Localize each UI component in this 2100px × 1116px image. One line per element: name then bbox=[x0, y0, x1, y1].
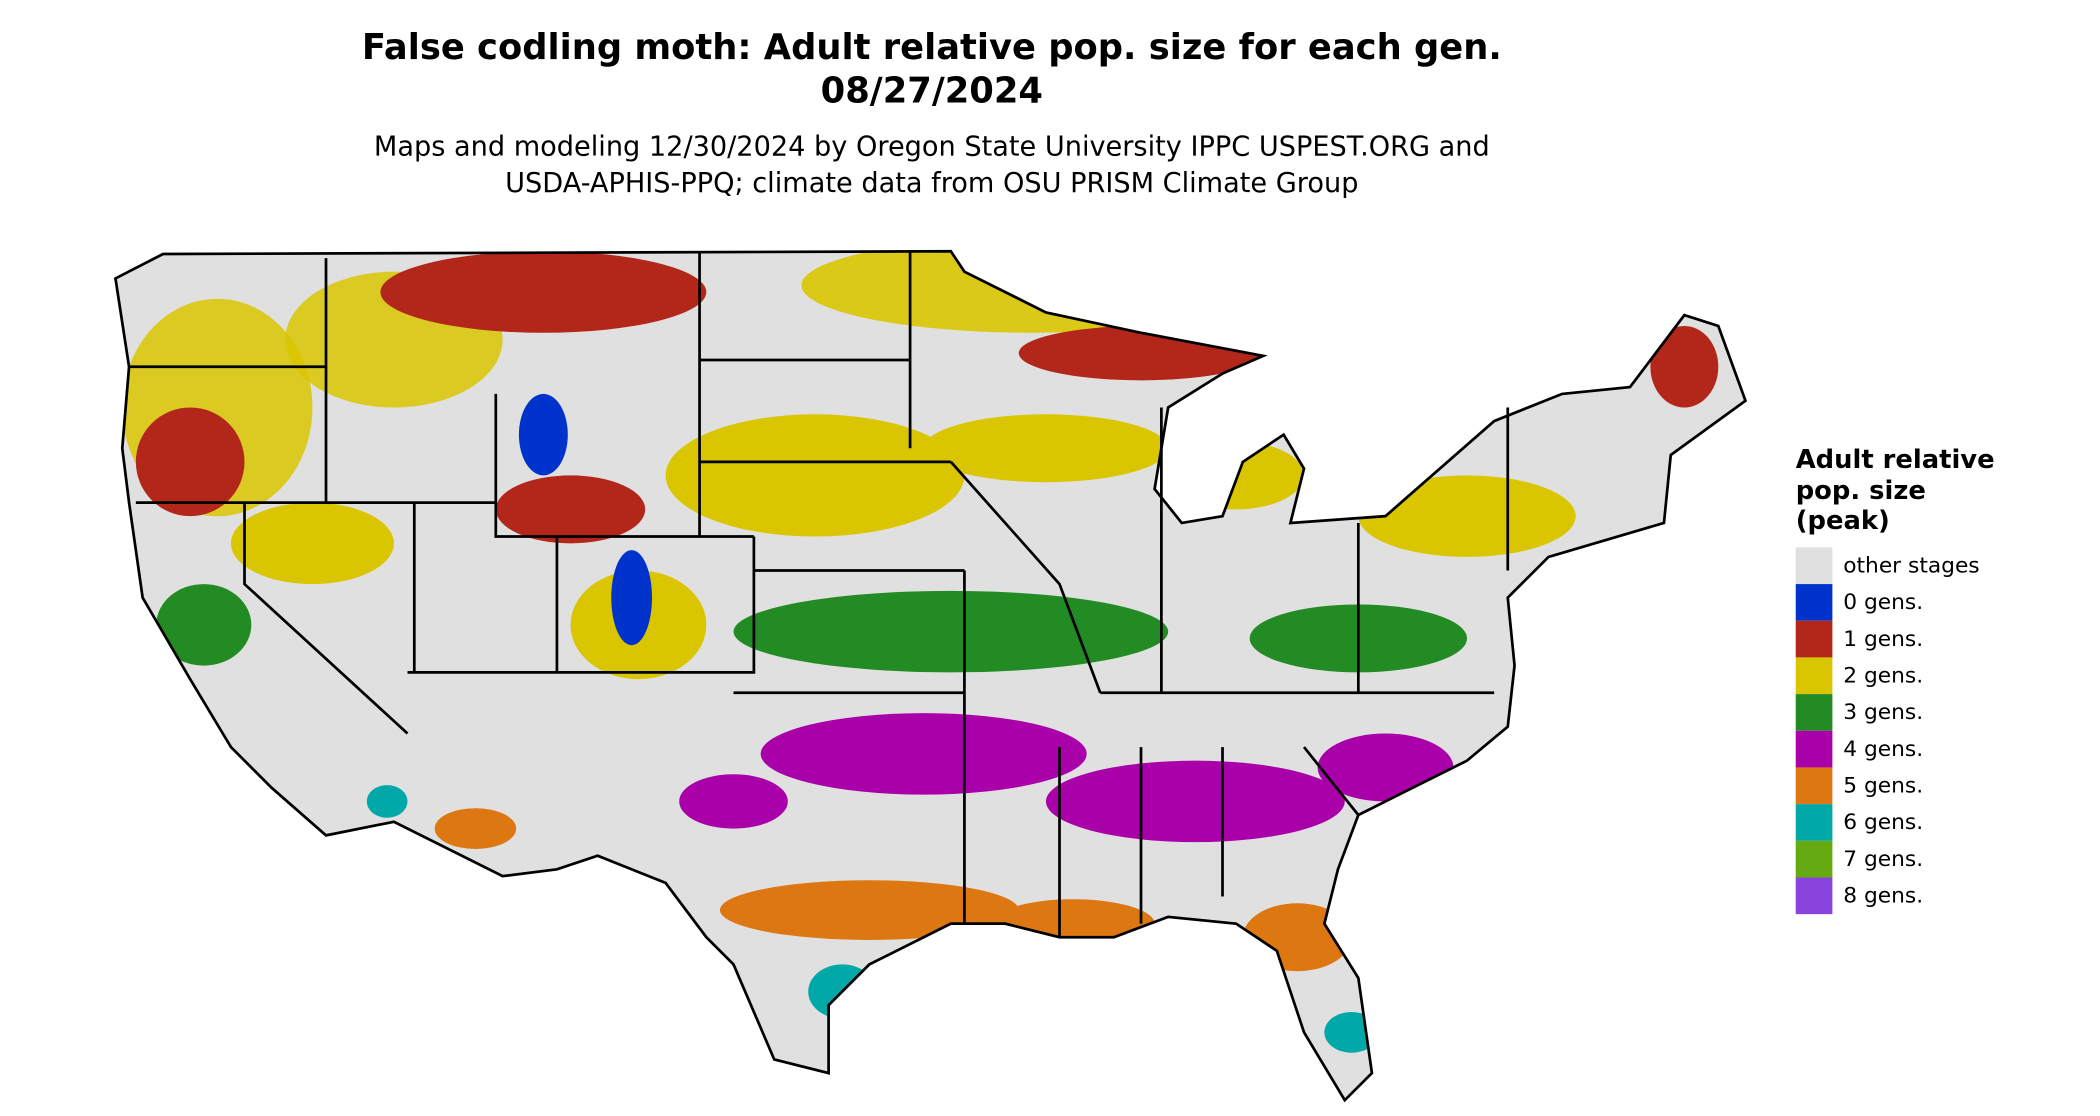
legend-label: 3 gens. bbox=[1843, 700, 1923, 725]
legend-title: pop. size bbox=[1796, 476, 1926, 506]
legend-swatch bbox=[1795, 620, 1833, 658]
subtitle: Maps and modeling 12/30/2024 by Oregon S… bbox=[374, 132, 1490, 163]
zone bbox=[1650, 325, 1719, 408]
zones bbox=[122, 251, 1719, 1053]
legend-swatch bbox=[1795, 694, 1833, 731]
zone bbox=[733, 590, 1169, 673]
legend-label: 7 gens. bbox=[1843, 847, 1923, 872]
legend-title: Adult relative bbox=[1796, 445, 1995, 475]
legend-swatch bbox=[1795, 804, 1833, 841]
legend-label: 5 gens. bbox=[1843, 773, 1923, 798]
legend-swatch bbox=[1795, 730, 1833, 768]
legend-swatch bbox=[1795, 584, 1833, 621]
zone bbox=[380, 251, 707, 333]
zone bbox=[1242, 903, 1352, 972]
legend-label: 8 gens. bbox=[1843, 883, 1923, 908]
zone bbox=[923, 414, 1169, 483]
zone bbox=[719, 880, 1019, 940]
legend-swatch bbox=[1795, 767, 1833, 805]
legend-label: other stages bbox=[1843, 553, 1979, 578]
land bbox=[115, 251, 1746, 1101]
zone bbox=[495, 475, 646, 544]
zone bbox=[991, 899, 1155, 949]
subtitle: USDA-APHIS-PPQ; climate data from OSU PR… bbox=[505, 168, 1358, 199]
zone bbox=[1324, 1011, 1379, 1053]
title: 08/27/2024 bbox=[821, 70, 1043, 111]
zone bbox=[366, 785, 408, 818]
zone bbox=[1168, 441, 1305, 510]
legend-label: 2 gens. bbox=[1843, 663, 1923, 688]
zone bbox=[156, 584, 252, 666]
zone bbox=[665, 414, 965, 537]
legend-swatch bbox=[1795, 840, 1833, 878]
zone bbox=[518, 393, 568, 476]
zone bbox=[230, 502, 394, 585]
zone bbox=[434, 808, 517, 849]
outline bbox=[113, 249, 1748, 1103]
legend: Adult relative pop. size (peak) other st… bbox=[1795, 445, 1995, 915]
legend-swatch bbox=[1795, 657, 1833, 695]
legend-title: (peak) bbox=[1796, 506, 1890, 536]
zone bbox=[1358, 475, 1576, 557]
zone bbox=[679, 774, 788, 829]
zone bbox=[1045, 760, 1345, 843]
title: False codling moth: Adult relative pop. … bbox=[362, 27, 1502, 68]
legend-label: 6 gens. bbox=[1843, 810, 1923, 835]
zone bbox=[135, 407, 245, 517]
zone bbox=[611, 550, 653, 646]
us-map bbox=[113, 249, 1748, 1103]
zone bbox=[760, 713, 1087, 795]
legend-label: 4 gens. bbox=[1843, 737, 1923, 762]
legend-label: 0 gens. bbox=[1843, 590, 1923, 615]
legend-swatch bbox=[1795, 877, 1833, 915]
legend-label: 1 gens. bbox=[1843, 627, 1923, 652]
state-borders bbox=[129, 251, 1510, 938]
legend-swatch bbox=[1795, 547, 1833, 585]
